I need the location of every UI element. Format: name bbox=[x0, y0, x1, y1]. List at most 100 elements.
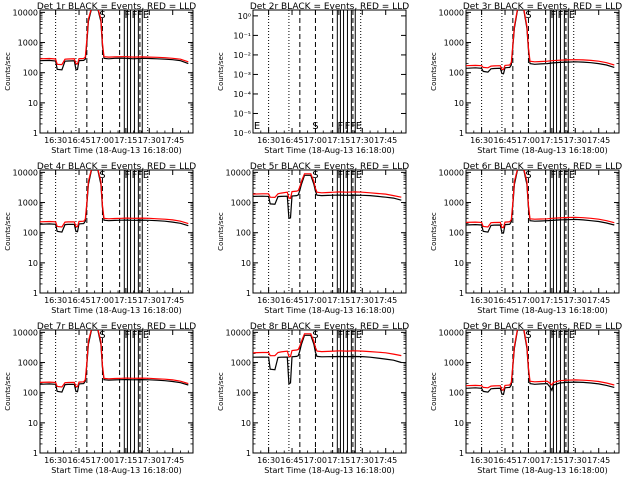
panel-title: Det 8r BLACK = Events, RED = LLD bbox=[250, 322, 409, 332]
x-tick-label: 17:45 bbox=[161, 136, 184, 145]
panel-title: Det 3r BLACK = Events, RED = LLD bbox=[463, 2, 622, 12]
x-tick-label: 17:45 bbox=[374, 136, 397, 145]
marker-label: S bbox=[99, 10, 105, 21]
y-tick-label: 1000 bbox=[444, 39, 464, 48]
x-tick-label: 17:45 bbox=[374, 296, 397, 305]
marker-label: F bbox=[551, 10, 557, 21]
panel-5: Det 5r BLACK = Events, RED = LLD 1 10 100 10… bbox=[217, 162, 409, 315]
marker-label: FE bbox=[563, 170, 575, 181]
marker-label: F bbox=[132, 170, 138, 181]
marker-label: F bbox=[125, 330, 131, 341]
plot-frame bbox=[39, 329, 194, 454]
series-lld-line bbox=[466, 330, 615, 391]
y-tick-label: 1000 bbox=[231, 359, 251, 368]
y-tick-label: 1000 bbox=[18, 199, 38, 208]
y-tick-label: 10000 bbox=[13, 8, 38, 17]
y-tick-label: 10000 bbox=[13, 328, 38, 337]
y-tick-label: 10000 bbox=[439, 168, 464, 177]
marker-label: F bbox=[345, 170, 351, 181]
marker-label: F bbox=[558, 10, 564, 21]
y-tick-label: 10 bbox=[28, 259, 38, 268]
marker-label: S bbox=[312, 170, 318, 181]
series-lld-line bbox=[253, 173, 402, 199]
x-tick-label: 17:45 bbox=[161, 296, 184, 305]
x-axis-label: Start Time (18-Aug-13 16:18:00) bbox=[477, 306, 608, 315]
marker-label: S bbox=[312, 330, 318, 341]
x-tick-label: 17:15 bbox=[540, 296, 563, 305]
y-tick-label: 1 bbox=[33, 129, 38, 138]
x-tick-label: 17:15 bbox=[114, 296, 137, 305]
marker-label: S bbox=[312, 121, 318, 132]
x-tick-label: 17:30 bbox=[138, 136, 161, 145]
y-tick-label: 1 bbox=[246, 449, 251, 458]
x-tick-label: 17:30 bbox=[564, 136, 587, 145]
series-events-line bbox=[466, 10, 615, 75]
x-tick-label: 17:30 bbox=[351, 296, 374, 305]
x-tick-label: 17:00 bbox=[517, 296, 540, 305]
x-tick-label: 16:30 bbox=[44, 456, 67, 465]
y-tick-label: 1000 bbox=[18, 359, 38, 368]
x-tick-label: 17:15 bbox=[114, 136, 137, 145]
y-tick-label: 100 bbox=[449, 229, 464, 238]
y-tick-label: 1 bbox=[246, 289, 251, 298]
series-events-line bbox=[253, 334, 402, 385]
x-tick-label: 16:30 bbox=[470, 456, 493, 465]
y-tick-label: 1 bbox=[33, 449, 38, 458]
series-lld-line bbox=[40, 10, 189, 66]
y-tick-label: 1 bbox=[33, 289, 38, 298]
marker-label: S bbox=[99, 330, 105, 341]
marker-label: S bbox=[525, 330, 531, 341]
x-tick-label: 16:30 bbox=[470, 296, 493, 305]
x-axis-label: Start Time (18-Aug-13 16:18:00) bbox=[51, 306, 182, 315]
panel-4: Det 4r BLACK = Events, RED = LLD 1 10 100 10… bbox=[4, 162, 196, 315]
series-events-line bbox=[40, 170, 189, 233]
y-tick-label: 1000 bbox=[18, 39, 38, 48]
marker-label: FE bbox=[563, 10, 575, 21]
marker-label: F bbox=[551, 170, 557, 181]
x-tick-label: 17:30 bbox=[351, 456, 374, 465]
y-tick-label: 10 bbox=[454, 259, 464, 268]
x-tick-label: 17:30 bbox=[138, 296, 161, 305]
x-tick-label: 17:30 bbox=[564, 456, 587, 465]
x-tick-label: 17:15 bbox=[540, 456, 563, 465]
y-tick-label: 100 bbox=[449, 69, 464, 78]
y-tick-label: 10⁻⁶ bbox=[233, 129, 251, 138]
series-lld-line bbox=[466, 10, 615, 71]
series-lld-line bbox=[40, 330, 189, 388]
x-axis-label: Start Time (18-Aug-13 16:18:00) bbox=[51, 466, 182, 475]
marker-label: FE bbox=[350, 330, 362, 341]
marker-label: F bbox=[132, 10, 138, 21]
plot-frame bbox=[39, 169, 194, 294]
y-tick-label: 1000 bbox=[444, 359, 464, 368]
series-lld-line bbox=[253, 333, 402, 358]
marker-label: F bbox=[345, 330, 351, 341]
x-tick-label: 17:30 bbox=[351, 136, 374, 145]
y-tick-label: 10⁻³ bbox=[233, 70, 251, 79]
y-tick-label: 10000 bbox=[439, 8, 464, 17]
x-tick-label: 17:00 bbox=[91, 136, 114, 145]
plot-frame bbox=[252, 9, 407, 134]
marker-label: S bbox=[525, 170, 531, 181]
y-tick-label: 10 bbox=[241, 419, 251, 428]
panel-3: Det 3r BLACK = Events, RED = LLD 1 10 100 10… bbox=[430, 2, 622, 155]
y-tick-label: 10000 bbox=[226, 328, 251, 337]
y-tick-label: 10000 bbox=[439, 328, 464, 337]
x-tick-label: 16:45 bbox=[493, 456, 516, 465]
x-tick-label: 16:45 bbox=[493, 136, 516, 145]
y-tick-label: 10000 bbox=[13, 168, 38, 177]
x-tick-label: 16:30 bbox=[44, 136, 67, 145]
y-axis-label: Counts/sec bbox=[217, 52, 225, 91]
panel-7: Det 7r BLACK = Events, RED = LLD 1 10 100 10… bbox=[4, 322, 196, 475]
x-tick-label: 17:00 bbox=[517, 456, 540, 465]
x-tick-label: 16:45 bbox=[67, 136, 90, 145]
x-axis-label: Start Time (18-Aug-13 16:18:00) bbox=[477, 146, 608, 155]
x-tick-label: 17:30 bbox=[138, 456, 161, 465]
y-tick-label: 10 bbox=[241, 259, 251, 268]
x-tick-label: 16:45 bbox=[280, 456, 303, 465]
series-events-line bbox=[466, 330, 615, 396]
y-tick-label: 100 bbox=[236, 229, 251, 238]
plot-frame bbox=[39, 9, 194, 134]
y-tick-label: 100 bbox=[449, 389, 464, 398]
y-tick-label: 1 bbox=[459, 449, 464, 458]
marker-label: F bbox=[338, 121, 344, 132]
